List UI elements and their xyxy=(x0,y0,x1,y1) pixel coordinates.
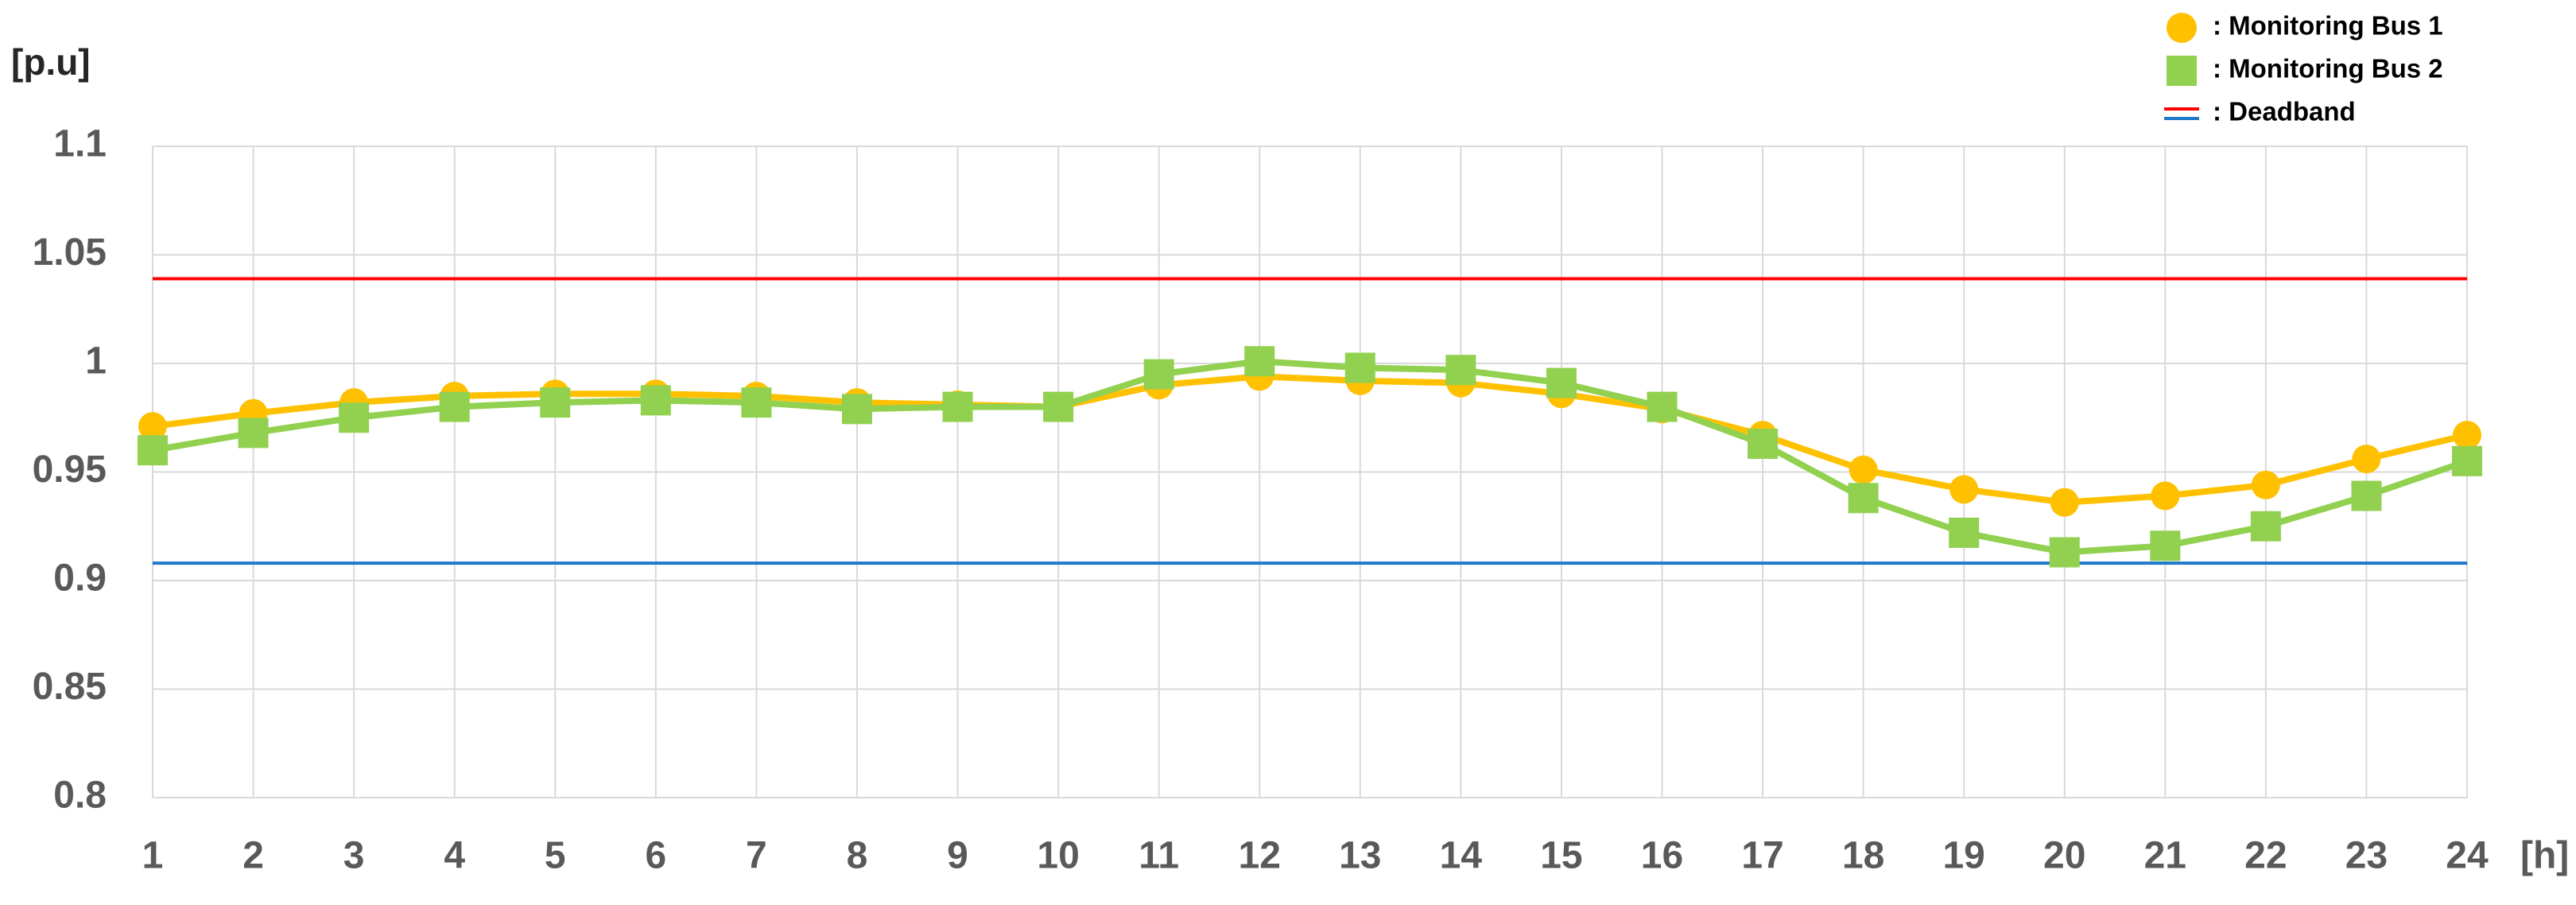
marker xyxy=(138,412,167,441)
marker xyxy=(2352,445,2381,474)
x-axis-label: [h] xyxy=(2520,835,2569,877)
x-tick-label: 18 xyxy=(1842,835,1884,877)
marker xyxy=(1546,367,1577,398)
marker xyxy=(640,385,671,416)
legend-label: : Deadband xyxy=(2213,97,2356,126)
marker xyxy=(1949,517,1980,548)
x-tick-label: 3 xyxy=(343,835,365,877)
y-tick-label: 1 xyxy=(85,340,107,383)
marker xyxy=(238,418,269,449)
x-tick-label: 24 xyxy=(2446,835,2489,877)
marker xyxy=(841,394,872,425)
marker xyxy=(1848,483,1879,514)
marker xyxy=(2151,481,2180,511)
y-tick-label: 0.85 xyxy=(33,666,107,708)
marker xyxy=(741,387,772,418)
marker xyxy=(2452,445,2482,476)
series-line xyxy=(152,373,2468,506)
x-tick-label: 19 xyxy=(1942,835,1984,877)
marker xyxy=(1748,429,1779,460)
x-tick-label: 2 xyxy=(242,835,264,877)
x-tick-label: 13 xyxy=(1339,835,1381,877)
marker xyxy=(2150,530,2181,561)
x-tick-label: 8 xyxy=(847,835,868,877)
marker xyxy=(2351,480,2382,511)
x-tick-label: 6 xyxy=(645,835,666,877)
legend-label: : Monitoring Bus 2 xyxy=(2213,54,2443,84)
x-tick-label: 10 xyxy=(1037,835,1079,877)
marker xyxy=(2049,537,2080,568)
x-tick-label: 1 xyxy=(142,835,164,877)
marker xyxy=(1344,352,1375,383)
marker xyxy=(2453,421,2481,450)
x-tick-label: 12 xyxy=(1239,835,1281,877)
marker xyxy=(1143,359,1174,390)
marker xyxy=(2250,511,2281,542)
x-tick-label: 4 xyxy=(444,835,465,877)
x-tick-label: 5 xyxy=(545,835,566,877)
marker xyxy=(1949,475,1979,504)
x-tick-label: 17 xyxy=(1741,835,1783,877)
marker xyxy=(1244,346,1275,377)
x-tick-label: 16 xyxy=(1641,835,1683,877)
legend-label: : Monitoring Bus 1 xyxy=(2213,11,2443,41)
marker xyxy=(942,391,973,422)
y-tick-label: 1.05 xyxy=(33,231,107,274)
y-tick-label: 1.1 xyxy=(53,123,107,165)
marker xyxy=(2251,470,2280,499)
y-tick-label: 0.95 xyxy=(33,449,107,491)
marker xyxy=(1647,391,1678,422)
x-tick-label: 9 xyxy=(947,835,968,877)
x-tick-label: 21 xyxy=(2144,835,2186,877)
x-tick-label: 11 xyxy=(1139,835,1179,877)
x-tick-label: 22 xyxy=(2244,835,2287,877)
y-tick-label: 0.8 xyxy=(53,775,107,817)
marker xyxy=(1445,355,1476,386)
marker xyxy=(540,387,571,418)
marker xyxy=(1043,391,1074,422)
marker xyxy=(2050,487,2079,517)
legend-marker xyxy=(2167,13,2197,43)
x-tick-label: 7 xyxy=(746,835,767,877)
series-line xyxy=(152,358,2469,556)
y-tick-label: 0.9 xyxy=(53,557,107,600)
x-tick-label: 14 xyxy=(1440,835,1483,877)
marker xyxy=(138,435,168,466)
y-axis-label: [p.u] xyxy=(11,41,91,83)
x-tick-label: 23 xyxy=(2345,835,2388,877)
x-tick-label: 20 xyxy=(2043,835,2085,877)
legend-marker xyxy=(2167,56,2197,86)
marker xyxy=(439,391,470,422)
marker xyxy=(1849,455,1878,484)
x-tick-label: 15 xyxy=(1540,835,1582,877)
marker xyxy=(339,402,370,433)
